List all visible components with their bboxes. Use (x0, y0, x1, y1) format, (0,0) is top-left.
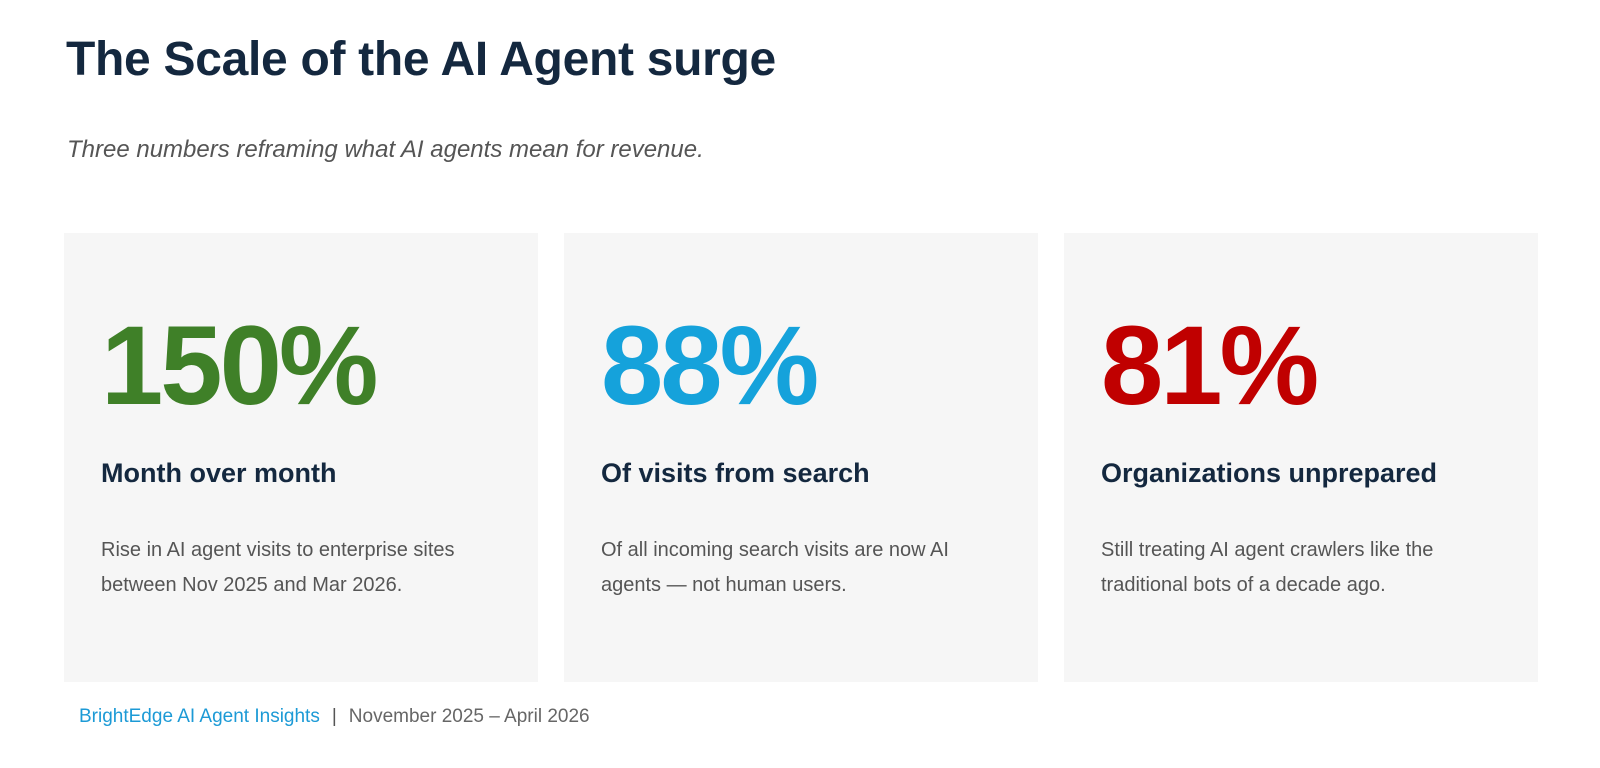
stat-heading: Of visits from search (601, 458, 870, 488)
stat-description: Rise in AI agent visits to enterprise si… (101, 539, 455, 596)
stat-card-organizations-unprepared: 81% Organizations unprepared Still treat… (1064, 233, 1538, 682)
footer-brand: BrightEdge AI Agent Insights (79, 706, 320, 727)
stat-heading: Organizations unprepared (1101, 458, 1438, 488)
page-title: The Scale of the AI Agent surge (66, 33, 776, 86)
stat-cards: 150% Month over month Rise in AI agent v… (64, 233, 1538, 682)
stat-description: Of all incoming search visits are now AI… (601, 539, 949, 596)
page-subtitle: Three numbers reframing what AI agents m… (67, 136, 704, 163)
stat-card-visits-from-search: 88% Of visits from search Of all incomin… (564, 233, 1038, 682)
footer-date-range: November 2025 – April 2026 (348, 706, 590, 727)
footer: BrightEdge AI Agent Insights | November 20… (79, 706, 590, 728)
stat-description: Still treating AI agent crawlers like th… (1101, 539, 1434, 596)
stat-heading: Month over month (101, 458, 337, 488)
footer-separator: | (331, 706, 337, 727)
stat-value: 81% (1101, 303, 1319, 428)
stat-value: 88% (601, 303, 819, 428)
stat-card-month-over-month: 150% Month over month Rise in AI agent v… (64, 233, 538, 682)
stat-value: 150% (101, 303, 378, 428)
